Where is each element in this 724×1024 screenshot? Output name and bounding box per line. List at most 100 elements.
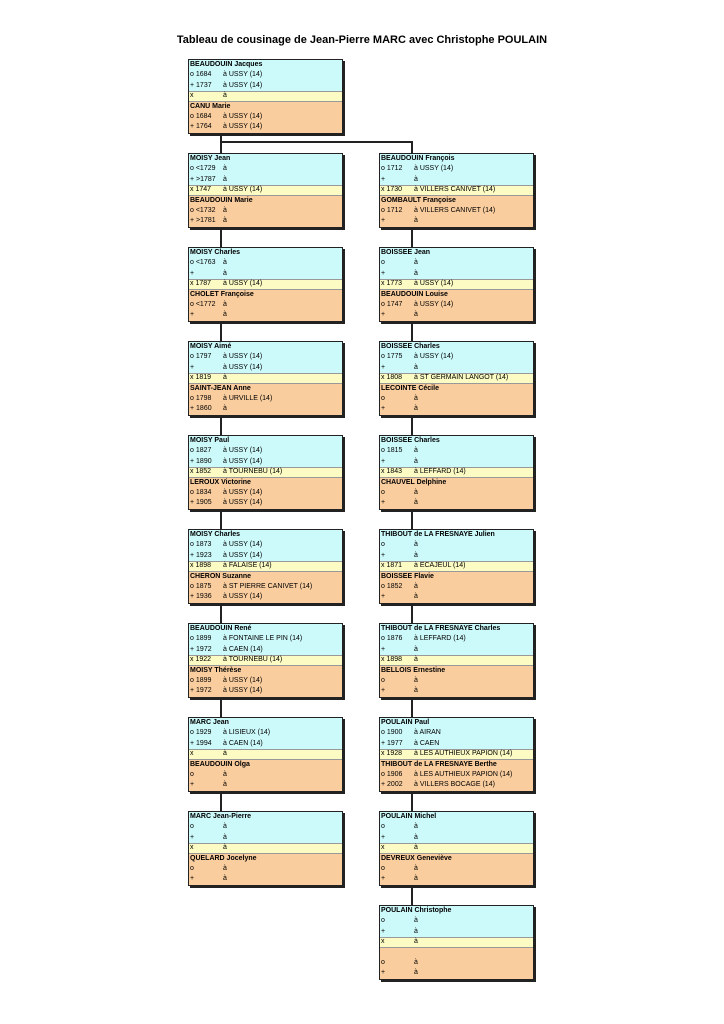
spouse-birth-date: o 1684 xyxy=(190,112,212,120)
birth-date: o <1763 xyxy=(190,259,216,267)
spouse-name: MOISY Thérèse xyxy=(189,665,342,676)
marriage-date: x 1898 xyxy=(381,656,403,664)
person-card[interactable]: BEAUDOUIN François o 1712 à USSY (14) + à x 1… xyxy=(379,153,534,228)
connector-line xyxy=(220,323,222,341)
spouse-birth-row: o 1899 à USSY (14) xyxy=(189,675,342,687)
connector-line xyxy=(220,417,222,435)
birth-place: à xyxy=(414,917,418,925)
spouse-birth-place: à USSY (14) xyxy=(223,112,263,120)
birth-place: à xyxy=(223,823,227,831)
birth-date: o xyxy=(381,259,385,267)
death-place: à USSY (14) xyxy=(223,363,263,371)
spouse-name: CANU Marie xyxy=(189,101,342,112)
birth-date: o 1827 xyxy=(190,447,212,455)
connector-line xyxy=(411,141,413,153)
person-death-row: + à USSY (14) xyxy=(189,362,342,374)
death-place: à CAEN (14) xyxy=(223,645,263,653)
spouse-birth-date: o 1906 xyxy=(381,770,403,778)
person-birth-row: o 1899 à FONTAINE LE PIN (14) xyxy=(189,634,342,645)
person-birth-row: o 1815 à xyxy=(380,446,533,457)
person-name: BEAUDOUIN François xyxy=(380,154,533,165)
birth-place: à xyxy=(414,541,418,549)
person-name: BEAUDOUIN Jacques xyxy=(189,60,342,71)
death-place: à xyxy=(414,645,418,653)
spouse-birth-date: o 1875 xyxy=(190,582,212,590)
spouse-death-place: à USSY (14) xyxy=(223,593,263,601)
person-card[interactable]: MARC Jean o 1929 à LISIEUX (14) + 1994 à CAE… xyxy=(188,717,343,792)
marriage-date: x 1747 xyxy=(190,186,212,194)
birth-date: o xyxy=(190,823,194,831)
person-death-row: + à xyxy=(380,362,533,374)
person-card[interactable]: MOISY Aimé o 1797 à USSY (14) + à USSY (14) x… xyxy=(188,341,343,416)
person-name: MOISY Charles xyxy=(189,248,342,259)
spouse-name xyxy=(380,947,533,958)
spouse-birth-date: o 1747 xyxy=(381,300,403,308)
person-card[interactable]: MOISY Paul o 1827 à USSY (14) + 1890 à USSY … xyxy=(188,435,343,510)
spouse-death-row: + 1972 à USSY (14) xyxy=(189,686,342,697)
spouse-death-place: à xyxy=(414,311,418,319)
person-name: POULAIN Christophe xyxy=(380,906,533,917)
person-card[interactable]: MOISY Jean o <1729 à + >1787 à x 1747 à USSY (… xyxy=(188,153,343,228)
marriage-row: x 1819 à xyxy=(189,373,342,384)
person-card[interactable]: BEAUDOUIN Jacques o 1684 à USSY (14) + 1737… xyxy=(188,59,343,134)
person-death-row: + à xyxy=(380,644,533,656)
marriage-row: x 1730 à VILLERS CANIVET (14) xyxy=(380,185,533,196)
spouse-name: SAINT-JEAN Anne xyxy=(189,383,342,394)
death-date: + 1737 xyxy=(190,81,212,89)
death-place: à xyxy=(414,927,418,935)
person-card[interactable]: MOISY Charles o 1873 à USSY (14) + 1923 à US… xyxy=(188,529,343,604)
death-date: + xyxy=(381,269,386,277)
death-date: + xyxy=(190,363,195,371)
person-card[interactable]: BEAUDOUIN René o 1899 à FONTAINE LE PIN (1… xyxy=(188,623,343,698)
spouse-birth-date: o <1772 xyxy=(190,300,216,308)
person-card[interactable]: MARC Jean-Pierre o à + à x à QUELARD Jocelyne o à… xyxy=(188,811,343,886)
spouse-birth-date: o 1712 xyxy=(381,206,403,214)
death-place: à xyxy=(223,833,227,841)
birth-date: o 1873 xyxy=(190,541,212,549)
spouse-death-date: + xyxy=(381,593,386,601)
person-card[interactable]: THIBOUT de LA FRESNAYE Julien o à + à x 1871 à… xyxy=(379,529,534,604)
person-card[interactable]: POULAIN Michel o à + à x à DEVREUX Geneviève o à +… xyxy=(379,811,534,886)
marriage-date: x xyxy=(381,844,385,852)
person-death-row: + à xyxy=(380,174,533,186)
spouse-birth-place: à LES AUTHIEUX PAPION (14) xyxy=(414,770,513,778)
spouse-death-row: + à xyxy=(380,968,533,979)
spouse-death-date: + 1936 xyxy=(190,593,212,601)
marriage-row: x 1928 à LES AUTHIEUX PAPION (14) xyxy=(380,749,533,760)
person-death-row: + à xyxy=(380,926,533,938)
person-birth-row: o 1876 à LEFFARD (14) xyxy=(380,634,533,645)
spouse-death-date: + 2002 xyxy=(381,781,403,789)
spouse-birth-date: o 1899 xyxy=(190,676,212,684)
person-card[interactable]: BOISSEE Charles o 1815 à + à x 1843 à LEFFARD … xyxy=(379,435,534,510)
death-place: à xyxy=(414,269,418,277)
birth-place: à FONTAINE LE PIN (14) xyxy=(223,635,303,643)
marriage-place: à xyxy=(223,750,227,758)
birth-place: à USSY (14) xyxy=(223,447,263,455)
marriage-row: x 1843 à LEFFARD (14) xyxy=(380,467,533,478)
person-card[interactable]: BOISSEE Jean o à + à x 1773 à USSY (14) BEAUDOU… xyxy=(379,247,534,322)
person-card[interactable]: POULAIN Paul o 1900 à AIRAN + 1977 à CAEN x 1… xyxy=(379,717,534,792)
death-date: + xyxy=(381,457,386,465)
marriage-date: x xyxy=(190,92,194,100)
person-card[interactable]: POULAIN Christophe o à + à x à o à + à xyxy=(379,905,534,980)
person-card[interactable]: BOISSEE Charles o 1775 à USSY (14) + à x 1808… xyxy=(379,341,534,416)
birth-date: o 1684 xyxy=(190,71,212,79)
spouse-death-row: + à xyxy=(380,498,533,509)
connector-line xyxy=(220,793,222,811)
spouse-birth-place: à xyxy=(223,864,227,872)
spouse-death-row: + à xyxy=(189,780,342,791)
person-death-row: + à xyxy=(380,268,533,280)
birth-date: o xyxy=(381,541,385,549)
person-card[interactable]: MOISY Charles o <1763 à + à x 1787 à USSY (14)… xyxy=(188,247,343,322)
spouse-birth-date: o xyxy=(381,958,385,966)
marriage-date: x 1922 xyxy=(190,656,212,664)
spouse-birth-row: o 1712 à VILLERS CANIVET (14) xyxy=(380,205,533,217)
spouse-death-date: + >1781 xyxy=(190,217,216,225)
person-card[interactable]: THIBOUT de LA FRESNAYE Charles o 1876 à LE… xyxy=(379,623,534,698)
birth-place: à xyxy=(223,165,227,173)
birth-place: à USSY (14) xyxy=(414,353,454,361)
